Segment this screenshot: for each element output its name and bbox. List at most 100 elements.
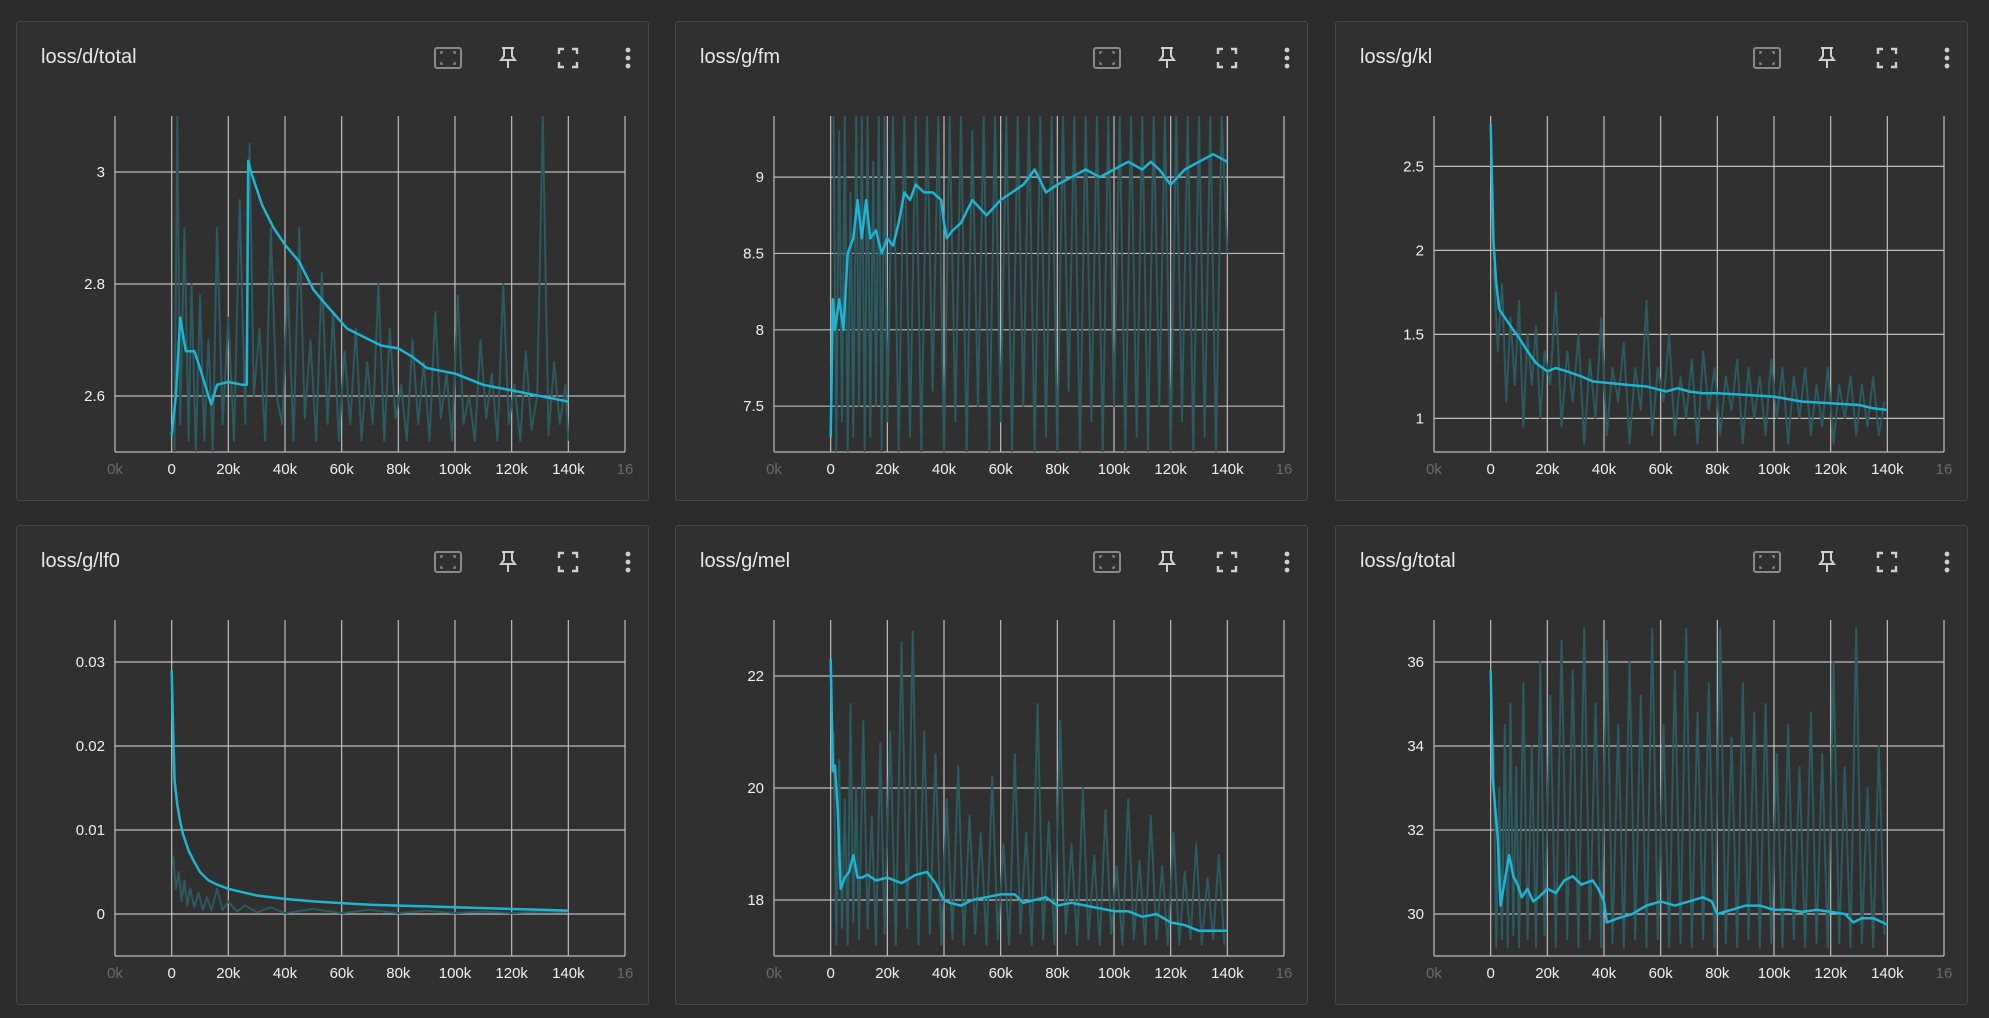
y-tick-label: 2.8 [84,276,105,293]
x-tick-label: 40k [932,965,957,982]
x-tick-label: 0 [167,965,175,982]
fullscreen-button[interactable] [1871,546,1903,578]
x-tick-label: 16 [1276,461,1293,478]
chart-title: loss/g/lf0 [41,550,120,572]
pin-button[interactable] [492,42,524,74]
fit-domain-button[interactable] [1751,42,1783,74]
x-tick-label: 120k [1154,461,1187,478]
x-tick-label: 0k [1426,965,1442,982]
pin-icon [1158,551,1176,572]
fullscreen-button[interactable] [1871,42,1903,74]
fit-domain-button[interactable] [1091,42,1123,74]
x-tick-label: 60k [1649,965,1674,982]
fit-domain-icon [434,47,462,69]
y-tick-label: 3 [97,164,105,181]
series-line-raw [173,116,570,452]
fullscreen-button[interactable] [1211,546,1243,578]
x-tick-label: 0 [826,461,834,478]
x-tick-label: 0 [1486,965,1494,982]
x-tick-label: 0k [766,461,782,478]
more-vert-button[interactable] [1931,546,1963,578]
pin-icon [499,47,517,68]
y-tick-label: 0.01 [76,822,105,839]
x-tick-label: 0 [826,965,834,982]
chart-card: loss/g/mel 0k 0 20k 40k 60k 80k 100k 120k 140k 16… [675,525,1308,1005]
more-vert-icon [1284,47,1290,69]
series-line-smoothed [1489,124,1888,412]
y-tick-label: 34 [1407,738,1424,755]
more-vert-button[interactable] [1271,546,1303,578]
y-tick-label: 7.5 [743,398,764,415]
fullscreen-button[interactable] [552,42,584,74]
fit-domain-button[interactable] [1751,546,1783,578]
y-tick-label: 18 [747,892,764,909]
x-tick-label: 16 [1936,461,1953,478]
y-tick-label: 20 [747,780,764,797]
pin-icon [499,551,517,572]
chart-title: loss/g/fm [700,46,781,68]
x-tick-label: 0 [167,461,175,478]
more-vert-button[interactable] [612,546,644,578]
x-tick-label: 40k [273,461,298,478]
fit-domain-icon [1093,47,1121,69]
x-tick-label: 0k [1426,461,1442,478]
series-line-smoothed [170,159,569,436]
x-tick-label: 40k [932,461,957,478]
y-tick-label: 1.5 [1403,326,1424,343]
x-tick-label: 0k [107,461,123,478]
x-tick-label: 80k [1045,461,1070,478]
y-tick-label: 22 [747,668,764,685]
fit-domain-button[interactable] [1091,546,1123,578]
series-line-raw [1492,267,1886,445]
chart-plot: 0k 0 20k 40k 60k 80k 100k 120k 140k 16 30 32 34 36 [1407,620,1953,982]
more-vert-icon [1944,551,1950,573]
x-tick-label: 120k [1814,461,1847,478]
fullscreen-icon [1876,47,1898,69]
x-tick-label: 80k [1705,461,1730,478]
y-tick-label: 0.03 [76,654,105,671]
series-line-raw [832,116,1229,452]
fit-domain-icon [1753,551,1781,573]
pin-button[interactable] [1811,42,1843,74]
x-tick-label: 20k [1535,461,1560,478]
y-tick-label: 1 [1416,410,1424,427]
y-tick-label: 2.5 [1403,158,1424,175]
fit-domain-button[interactable] [432,546,464,578]
pin-button[interactable] [1151,42,1183,74]
x-tick-label: 20k [216,461,241,478]
x-tick-label: 80k [1045,965,1070,982]
series-line-smoothed [829,152,1228,437]
pin-icon [1818,47,1836,68]
x-tick-label: 60k [989,461,1014,478]
more-vert-button[interactable] [1931,42,1963,74]
y-tick-label: 30 [1407,906,1424,923]
fullscreen-button[interactable] [1211,42,1243,74]
pin-button[interactable] [1811,546,1843,578]
fullscreen-icon [1876,551,1898,573]
more-vert-button[interactable] [1271,42,1303,74]
pin-button[interactable] [1151,546,1183,578]
pin-icon [1818,551,1836,572]
series-line-smoothed [170,670,569,912]
x-tick-label: 140k [1211,461,1244,478]
x-tick-label: 120k [1814,965,1847,982]
x-tick-label: 40k [273,965,298,982]
x-tick-label: 20k [875,461,900,478]
x-tick-label: 40k [1592,461,1617,478]
pin-icon [1158,47,1176,68]
x-tick-label: 140k [1871,461,1904,478]
x-tick-label: 20k [216,965,241,982]
fullscreen-button[interactable] [552,546,584,578]
pin-button[interactable] [492,546,524,578]
more-vert-button[interactable] [612,42,644,74]
x-tick-label: 140k [1211,965,1244,982]
x-tick-label: 140k [1871,965,1904,982]
x-tick-label: 100k [1758,965,1791,982]
fit-domain-icon [434,551,462,573]
chart-card: loss/g/kl 0k 0 20k 40k 60k 80k 100k 120k 140k 16 1… [1335,21,1968,501]
y-tick-label: 36 [1407,654,1424,671]
fit-domain-button[interactable] [432,42,464,74]
x-tick-label: 16 [1936,965,1953,982]
x-tick-label: 16 [617,965,634,982]
